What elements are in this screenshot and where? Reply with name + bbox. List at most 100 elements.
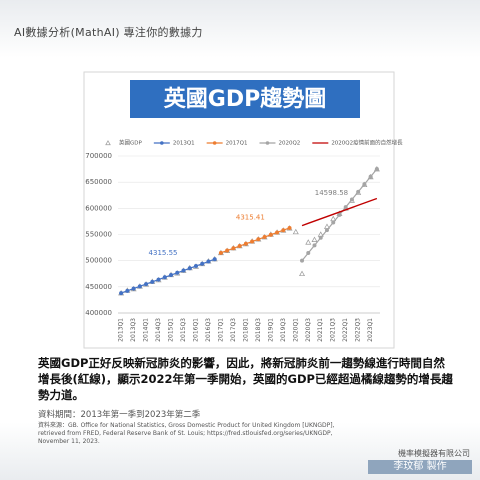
point [237,244,242,249]
y-tick-label: 700000 [85,152,112,160]
point [218,250,223,255]
point [156,277,161,282]
source-line: retrieved from FRED, Federal Reserve Ban… [38,430,333,437]
x-tick-label: 2017Q1 [217,318,224,342]
point [292,228,299,235]
point [318,235,323,240]
y-tick-label: 550000 [85,231,112,239]
point [243,241,248,246]
x-tick-label: 2018Q3 [255,318,262,342]
legend-marker [212,141,217,145]
point [305,239,312,245]
source-line: November 11, 2023. [38,438,100,445]
paragraph-line: 增長後(紅線)，顯示2022年第一季開始，英國的GDP已經超過橘線趨勢的增長趨 [38,372,453,386]
x-tick-label: 2015Q1 [168,318,175,342]
point [206,259,211,264]
paragraph-line: 勢力道。 [38,388,84,402]
point [225,248,230,253]
x-tick-label: 2016Q1 [192,318,199,342]
legend-label: 2013Q1 [173,141,195,147]
point [181,268,186,273]
maker: 李玟郁 製作 [368,460,472,474]
chart-title: 英國GDP趨勢圖 [164,86,326,112]
x-tick-label: 2014Q3 [155,318,162,342]
point [193,264,198,269]
point [374,166,379,171]
point [281,228,286,233]
x-tick-label: 2015Q3 [180,318,187,342]
y-tick-label: 650000 [85,178,112,186]
legend-marker [265,141,270,145]
point [306,251,311,256]
x-tick-label: 2020Q1 [292,318,299,342]
point [311,236,318,243]
point [343,205,348,210]
point [250,239,255,244]
point [300,258,305,263]
point [200,261,205,266]
point [349,197,354,202]
legend-label: 2020Q2疫情前面的自然增長 [331,139,403,147]
point [169,273,174,278]
x-tick-label: 2013Q3 [130,318,137,342]
header: AI數據分析(MathAI) 專注你的數據力 [14,26,203,39]
x-tick-label: 2013Q1 [118,318,125,342]
point [299,270,306,277]
source-line: 資料來源：GB. Office for National Statistics,… [38,422,335,429]
y-tick-label: 400000 [85,309,112,317]
point [356,189,361,194]
x-tick-label: 2019Q1 [267,318,274,342]
source: 資料期間：2013年第一季到2023年第二季 資料來源：GB. Office f… [38,410,335,446]
source-period: 資料期間：2013年第一季到2023年第二季 [38,410,201,420]
legend-label: 英國GDP [119,139,142,147]
point [231,246,236,251]
series-line [301,197,378,227]
point [150,279,155,284]
x-tick-label: 2019Q3 [280,318,287,342]
point [212,257,217,262]
point [131,286,136,291]
x-tick-label: 2022Q1 [342,318,349,342]
point [262,235,267,240]
point [337,212,342,217]
point [187,266,192,271]
paragraph: 英國GDP正好反映新冠肺炎的影響，因此，將新冠肺炎前一趨勢線進行時間自然 增長後… [38,355,458,403]
point [144,282,149,287]
point [119,291,124,296]
title-box [130,80,360,118]
legend-label: 2017Q1 [226,141,248,147]
x-tick-label: 2020Q3 [305,318,312,342]
x-tick-label: 2018Q1 [242,318,249,342]
x-tick-label: 2021Q3 [330,318,337,342]
x-tick-label: 2023Q1 [367,318,374,342]
series-line [120,258,215,294]
point [268,232,273,237]
y-tick-label: 500000 [85,257,112,265]
x-tick-label: 2016Q3 [205,318,212,342]
annotation: 4315.41 [236,213,265,221]
point [324,228,329,233]
legend-label: 2020Q2 [278,141,300,147]
point [368,174,373,179]
annotation: 14598.58 [315,189,348,197]
legend-marker [105,140,111,146]
paragraph-line: 英國GDP正好反映新冠肺炎的影響，因此，將新冠肺炎前一趨勢線進行時間自然 [38,356,445,370]
x-tick-label: 2021Q1 [317,318,324,342]
x-tick-label: 2022Q3 [355,318,362,342]
x-tick-label: 2014Q1 [143,318,150,342]
y-tick-label: 450000 [85,283,112,291]
legend-marker [160,141,164,145]
point [312,243,317,248]
point [137,284,142,289]
point [162,275,167,280]
point [275,230,280,235]
point [256,237,261,242]
point [331,220,336,225]
point [175,270,180,275]
x-tick-label: 2017Q3 [230,318,237,342]
point [287,225,292,230]
y-tick-label: 600000 [85,204,112,212]
point [362,182,367,187]
